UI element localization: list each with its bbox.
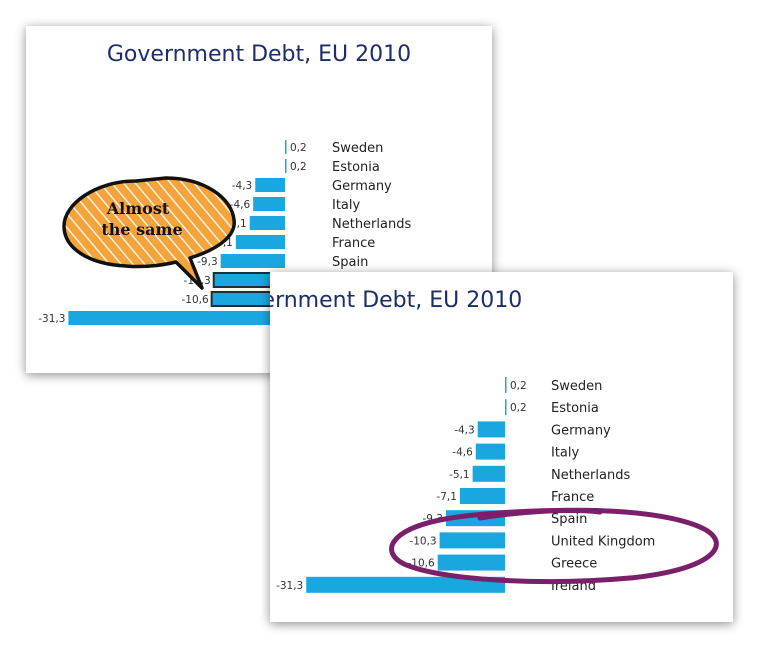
callout-fill [64,178,235,288]
highlight-ellipse [389,507,719,585]
category-label-estonia: Estonia [551,401,599,416]
value-label-sweden: 0,2 [290,142,307,154]
category-label-france: France [332,236,375,251]
value-label-germany: -4,3 [454,424,475,436]
category-label-germany: Germany [551,423,611,438]
category-label-estonia: Estonia [332,160,380,175]
value-label-united-kingdom: -10,3 [409,535,436,547]
bar-netherlands [249,216,285,230]
bar-italy [475,443,505,460]
value-label-france: -7,1 [436,491,457,503]
category-label-sweden: Sweden [332,141,383,156]
category-label-spain: Spain [332,255,368,270]
category-label-italy: Italy [551,446,580,461]
bar-italy [253,197,285,211]
value-label-italy: -4,6 [230,199,251,211]
slide-2-bar-chart: 0,2 Sweden 0,2 Estonia -4,3 Germany -4,6 Italy -… [276,377,719,594]
category-label-germany: Germany [332,179,392,194]
callout: Almost the same [62,176,236,290]
value-label-italy: -4,6 [452,447,473,459]
callout-outline [62,176,236,290]
ellipse-stroke [389,507,719,585]
slide-2-title: Government Debt, EU 2010 [270,288,523,313]
value-label-spain: -9,3 [197,256,218,268]
slide-1-bar-chart: 0,2 Sweden 0,2 Estonia -4,3 Germany -4,6 Italy -… [38,140,436,327]
value-label-germany: -4,3 [232,180,253,192]
value-label-ireland: -31,3 [276,580,303,592]
category-label-united-kingdom: United Kingdom [551,534,655,549]
bar-germany [477,421,505,438]
category-label-greece: Greece [551,557,597,572]
slide-2: Government Debt, EU 2010 0,2 Sweden 0,2 Est… [270,272,733,622]
value-label-netherlands: -5,1 [449,469,470,481]
value-label-estonia: 0,2 [290,161,307,173]
value-label-estonia: 0,2 [510,402,527,414]
bar-netherlands [472,465,505,482]
bar-france [235,235,285,249]
category-label-italy: Italy [332,198,361,213]
bar-sweden [285,140,287,154]
bar-ireland [68,311,286,325]
category-label-netherlands: Netherlands [551,468,630,483]
bar-germany [255,178,285,192]
bar-france [459,488,505,504]
category-label-france: France [551,490,594,505]
category-label-netherlands: Netherlands [332,217,411,232]
bar-ireland [306,576,505,593]
category-label-sweden: Sweden [551,379,602,394]
callout-line-2: the same [101,220,182,239]
bar-sweden [505,377,507,393]
bar-estonia [285,159,287,173]
bar-estonia [505,399,507,416]
bar-united-kingdom [439,532,505,549]
callout-line-1: Almost [106,199,170,218]
value-label-ireland: -31,3 [38,313,65,325]
value-label-sweden: 0,2 [510,380,527,392]
value-label-greece: -10,6 [181,294,208,306]
category-label-spain: Spain [551,512,587,527]
bar-spain [220,254,285,268]
slide-1: Government Debt, EU 2010 0,2 Sweden 0,2 Est… [26,26,492,373]
slide-1-title: Government Debt, EU 2010 [106,42,412,67]
bar-greece [437,554,505,571]
